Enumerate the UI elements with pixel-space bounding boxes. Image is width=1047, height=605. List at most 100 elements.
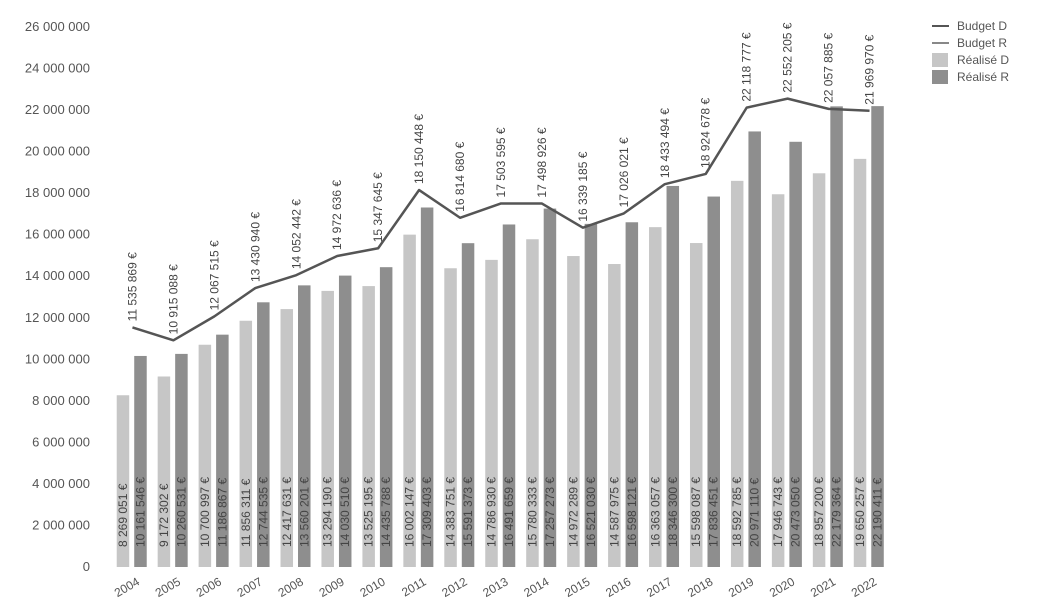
bar-value-label: 9 172 302 € — [157, 483, 171, 547]
line-value-label: 17 026 021 € — [617, 137, 631, 207]
legend-label: Réalisé R — [957, 70, 1009, 84]
bar-value-label: 17 257 273 € — [543, 477, 557, 547]
bar-value-label: 11 856 311 € — [239, 478, 253, 547]
bar — [198, 344, 212, 567]
bar-value-label: 11 186 867 € — [215, 477, 229, 547]
bar-value-label: 20 473 050 € — [789, 477, 803, 547]
bar — [502, 224, 516, 567]
bar — [403, 234, 416, 568]
bar — [280, 309, 294, 567]
bar — [608, 264, 621, 567]
bar-value-label: 22 179 364 € — [830, 477, 844, 547]
bar — [134, 355, 147, 567]
line-value-label: 16 814 680 € — [453, 141, 467, 211]
bar-labels: 8 269 051 € 9 172 302 € 10 700 997 € 11 856… — [116, 477, 885, 547]
y-axis: 0 2 000 000 4 000 000 6 000 000 8 000 000 10 … — [25, 19, 90, 574]
bar — [461, 243, 475, 567]
bar-value-label: 19 650 257 € — [853, 477, 867, 547]
bar-value-label: 14 972 289 € — [566, 477, 580, 547]
bar-value-label: 12 744 535 € — [256, 477, 270, 547]
bar-value-label: 17 836 451 € — [707, 477, 721, 547]
bar-value-label: 22 190 411 € — [871, 477, 885, 547]
bar-value-label: 16 521 030 € — [584, 477, 598, 547]
y-tick-label: 20 000 000 — [25, 144, 90, 159]
x-tick-label: 2013 — [480, 574, 510, 600]
y-tick-label: 22 000 000 — [25, 102, 90, 117]
bar-value-label: 16 598 121 € — [625, 477, 639, 547]
y-tick-label: 8 000 000 — [32, 393, 90, 408]
legend-label: Budget R — [957, 36, 1007, 50]
bar — [157, 376, 171, 567]
x-tick-label: 2011 — [399, 574, 429, 599]
x-tick-label: 2006 — [194, 574, 224, 600]
line-labels: 11 535 869 € 10 915 088 € 12 067 515 € 13 4… — [125, 22, 876, 334]
bar — [689, 243, 703, 567]
bar-value-label: 13 525 195 € — [362, 477, 376, 547]
y-tick-label: 14 000 000 — [25, 268, 90, 283]
line-value-label: 17 498 926 € — [535, 127, 549, 197]
x-tick-label: 2014 — [521, 574, 551, 600]
x-axis: 2004 2005 2006 2007 2008 2009 2010 2011 2012 2013… — [112, 574, 879, 600]
line-value-label: 22 057 885 € — [822, 32, 836, 102]
legend-label: Budget D — [957, 19, 1007, 33]
legend-box-swatch — [932, 53, 948, 67]
bar-value-label: 14 383 751 € — [444, 477, 458, 547]
legend-box-swatch — [932, 70, 948, 84]
line-value-label: 18 150 448 € — [412, 114, 426, 184]
bar-value-label: 17 309 403 € — [420, 477, 434, 547]
line-value-label: 11 535 869 € — [125, 252, 139, 322]
bar-value-label: 13 560 201 € — [297, 477, 311, 547]
line-value-label: 14 052 442 € — [289, 199, 303, 269]
line-value-label: 13 430 940 € — [248, 212, 262, 282]
x-tick-label: 2005 — [153, 574, 183, 600]
bar-value-label: 20 971 110 € — [748, 477, 762, 547]
bar — [625, 222, 639, 568]
y-tick-label: 16 000 000 — [25, 227, 90, 242]
bar-value-label: 14 786 930 € — [485, 477, 499, 547]
bar — [257, 302, 270, 567]
bar — [379, 267, 393, 567]
bar — [444, 268, 457, 567]
bar-value-label: 10 260 531 € — [174, 477, 188, 547]
lines — [132, 97, 870, 342]
bar-value-label: 14 587 975 € — [607, 477, 621, 547]
bar-value-label: 8 269 051 € — [116, 483, 130, 547]
bar — [216, 334, 229, 567]
x-tick-label: 2021 — [808, 574, 838, 600]
line-value-label: 22 118 777 € — [740, 32, 754, 102]
bar — [748, 131, 761, 568]
y-tick-label: 10 000 000 — [25, 351, 90, 366]
x-tick-label: 2016 — [603, 574, 633, 600]
bar-value-label: 18 592 785 € — [730, 477, 744, 547]
y-tick-label: 6 000 000 — [32, 434, 90, 449]
bar — [649, 227, 662, 567]
bar — [666, 185, 680, 567]
bar — [871, 106, 884, 568]
line-value-label: 18 924 678 € — [699, 98, 713, 168]
x-tick-label: 2008 — [276, 574, 306, 600]
bar-value-label: 18 957 200 € — [812, 477, 826, 547]
x-tick-label: 2022 — [849, 574, 879, 600]
bar — [707, 196, 720, 567]
bar-value-label: 14 435 788 € — [379, 477, 393, 547]
bar-value-label: 14 030 510 € — [338, 477, 352, 547]
x-tick-label: 2017 — [644, 574, 674, 600]
bar — [298, 285, 311, 567]
line-value-label: 12 067 515 € — [207, 240, 221, 310]
x-tick-label: 2015 — [562, 574, 592, 600]
line-value-label: 18 433 494 € — [658, 108, 672, 178]
line-value-label: 14 972 636 € — [330, 180, 344, 250]
bar — [485, 259, 498, 567]
bar — [584, 223, 598, 567]
bar-value-label: 15 598 087 € — [689, 477, 703, 547]
bar-value-label: 16 491 659 € — [502, 477, 516, 547]
line-value-label: 17 503 595 € — [494, 127, 508, 197]
y-tick-label: 26 000 000 — [25, 19, 90, 34]
bar-value-label: 17 946 743 € — [771, 477, 785, 547]
bar-value-label: 16 002 147 € — [403, 477, 417, 547]
y-tick-label: 18 000 000 — [25, 185, 90, 200]
line-value-label: 21 969 970 € — [863, 34, 877, 104]
line-value-label: 16 339 185 € — [576, 151, 590, 221]
bar-value-label: 10 161 546 € — [133, 477, 147, 547]
